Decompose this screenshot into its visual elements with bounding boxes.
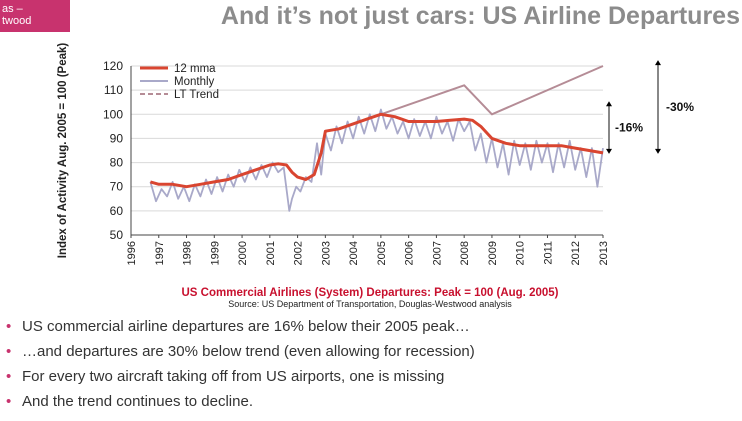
x-tick-label: 2011 xyxy=(542,241,554,265)
annotation-arrow-top xyxy=(655,60,661,66)
x-tick-label: 2007 xyxy=(431,241,443,265)
line-chart: 50 60 70 80 90 100 110 120 1996 1997 1998 1999 2000 2… xyxy=(57,43,694,266)
x-tick-label: 2010 xyxy=(515,241,527,265)
y-tick-label: 70 xyxy=(110,180,124,194)
x-tick-label: 2003 xyxy=(320,241,332,265)
bullet-item: • US commercial airline departures are 16… xyxy=(4,317,475,342)
x-tick-label: 1999 xyxy=(209,241,221,265)
bullet-text: US commercial airline departures are 16%… xyxy=(22,318,470,335)
bullet-item: • For every two aircraft taking off from … xyxy=(4,367,475,392)
x-tick-label: 2005 xyxy=(376,241,388,265)
series-line xyxy=(149,112,604,189)
y-tick-label: 80 xyxy=(110,156,124,170)
x-tick-label: 1998 xyxy=(182,241,194,265)
bullet-icon: • xyxy=(6,343,12,360)
bullet-item: • And the trend continues to decline. xyxy=(4,392,475,417)
x-tick-label: 1997 xyxy=(154,241,166,265)
y-tick-label: 50 xyxy=(110,228,124,242)
annotation-label: -16% xyxy=(615,121,643,135)
caption-source: Source: US Department of Transportation,… xyxy=(228,299,512,309)
y-tick-label: 120 xyxy=(103,59,123,73)
bullet-icon: • xyxy=(6,368,12,385)
chart-caption: US Commercial Airlines (System) Departur… xyxy=(110,287,630,309)
annotation-arrow-top xyxy=(606,101,612,107)
annotation-label: -30% xyxy=(666,100,694,114)
y-tick-label: 110 xyxy=(104,83,123,97)
annotation-arrow-bottom xyxy=(655,148,661,154)
x-tick-label: 2002 xyxy=(293,241,305,265)
legend-label: 12 mma xyxy=(174,63,216,75)
y-tick-label: 90 xyxy=(110,131,124,145)
company-logo: as – twood xyxy=(0,0,70,32)
caption-main: US Commercial Airlines (System) Departur… xyxy=(181,287,559,299)
x-tick-label: 2006 xyxy=(404,241,416,265)
x-tick-label: 2009 xyxy=(487,241,499,265)
series-line xyxy=(149,108,604,212)
series-line xyxy=(380,65,604,116)
x-tick-label: 2012 xyxy=(570,241,582,265)
y-axis-title: Index of Activity Aug. 2005 = 100 (Peak) xyxy=(57,43,69,259)
bullet-icon: • xyxy=(6,318,12,335)
bullet-item: • …and departures are 30% below trend (ev… xyxy=(4,342,475,367)
bullet-text: And the trend continues to decline. xyxy=(22,393,253,410)
logo-line-1: as – xyxy=(2,3,23,15)
slide-title: And it’s not just cars: US Airline Depar… xyxy=(220,2,740,30)
x-tick-label: 2013 xyxy=(598,241,610,265)
bullet-text: For every two aircraft taking off from U… xyxy=(22,368,445,385)
legend-label: LT Trend xyxy=(174,89,219,101)
bullet-icon: • xyxy=(6,393,12,410)
x-tick-label: 1996 xyxy=(126,241,138,265)
annotation-arrow-bottom xyxy=(606,148,612,154)
x-tick-label: 2008 xyxy=(459,241,471,265)
x-tick-label: 2004 xyxy=(348,241,360,265)
x-tick-label: 2000 xyxy=(237,241,249,265)
bullet-list: • US commercial airline departures are 16… xyxy=(4,317,475,417)
y-tick-label: 60 xyxy=(110,204,124,218)
x-tick-label: 2001 xyxy=(265,241,277,265)
legend-label: Monthly xyxy=(174,76,215,88)
bullet-text: …and departures are 30% below trend (eve… xyxy=(22,343,475,360)
y-tick-label: 100 xyxy=(103,107,123,121)
logo-line-2: twood xyxy=(2,15,32,27)
